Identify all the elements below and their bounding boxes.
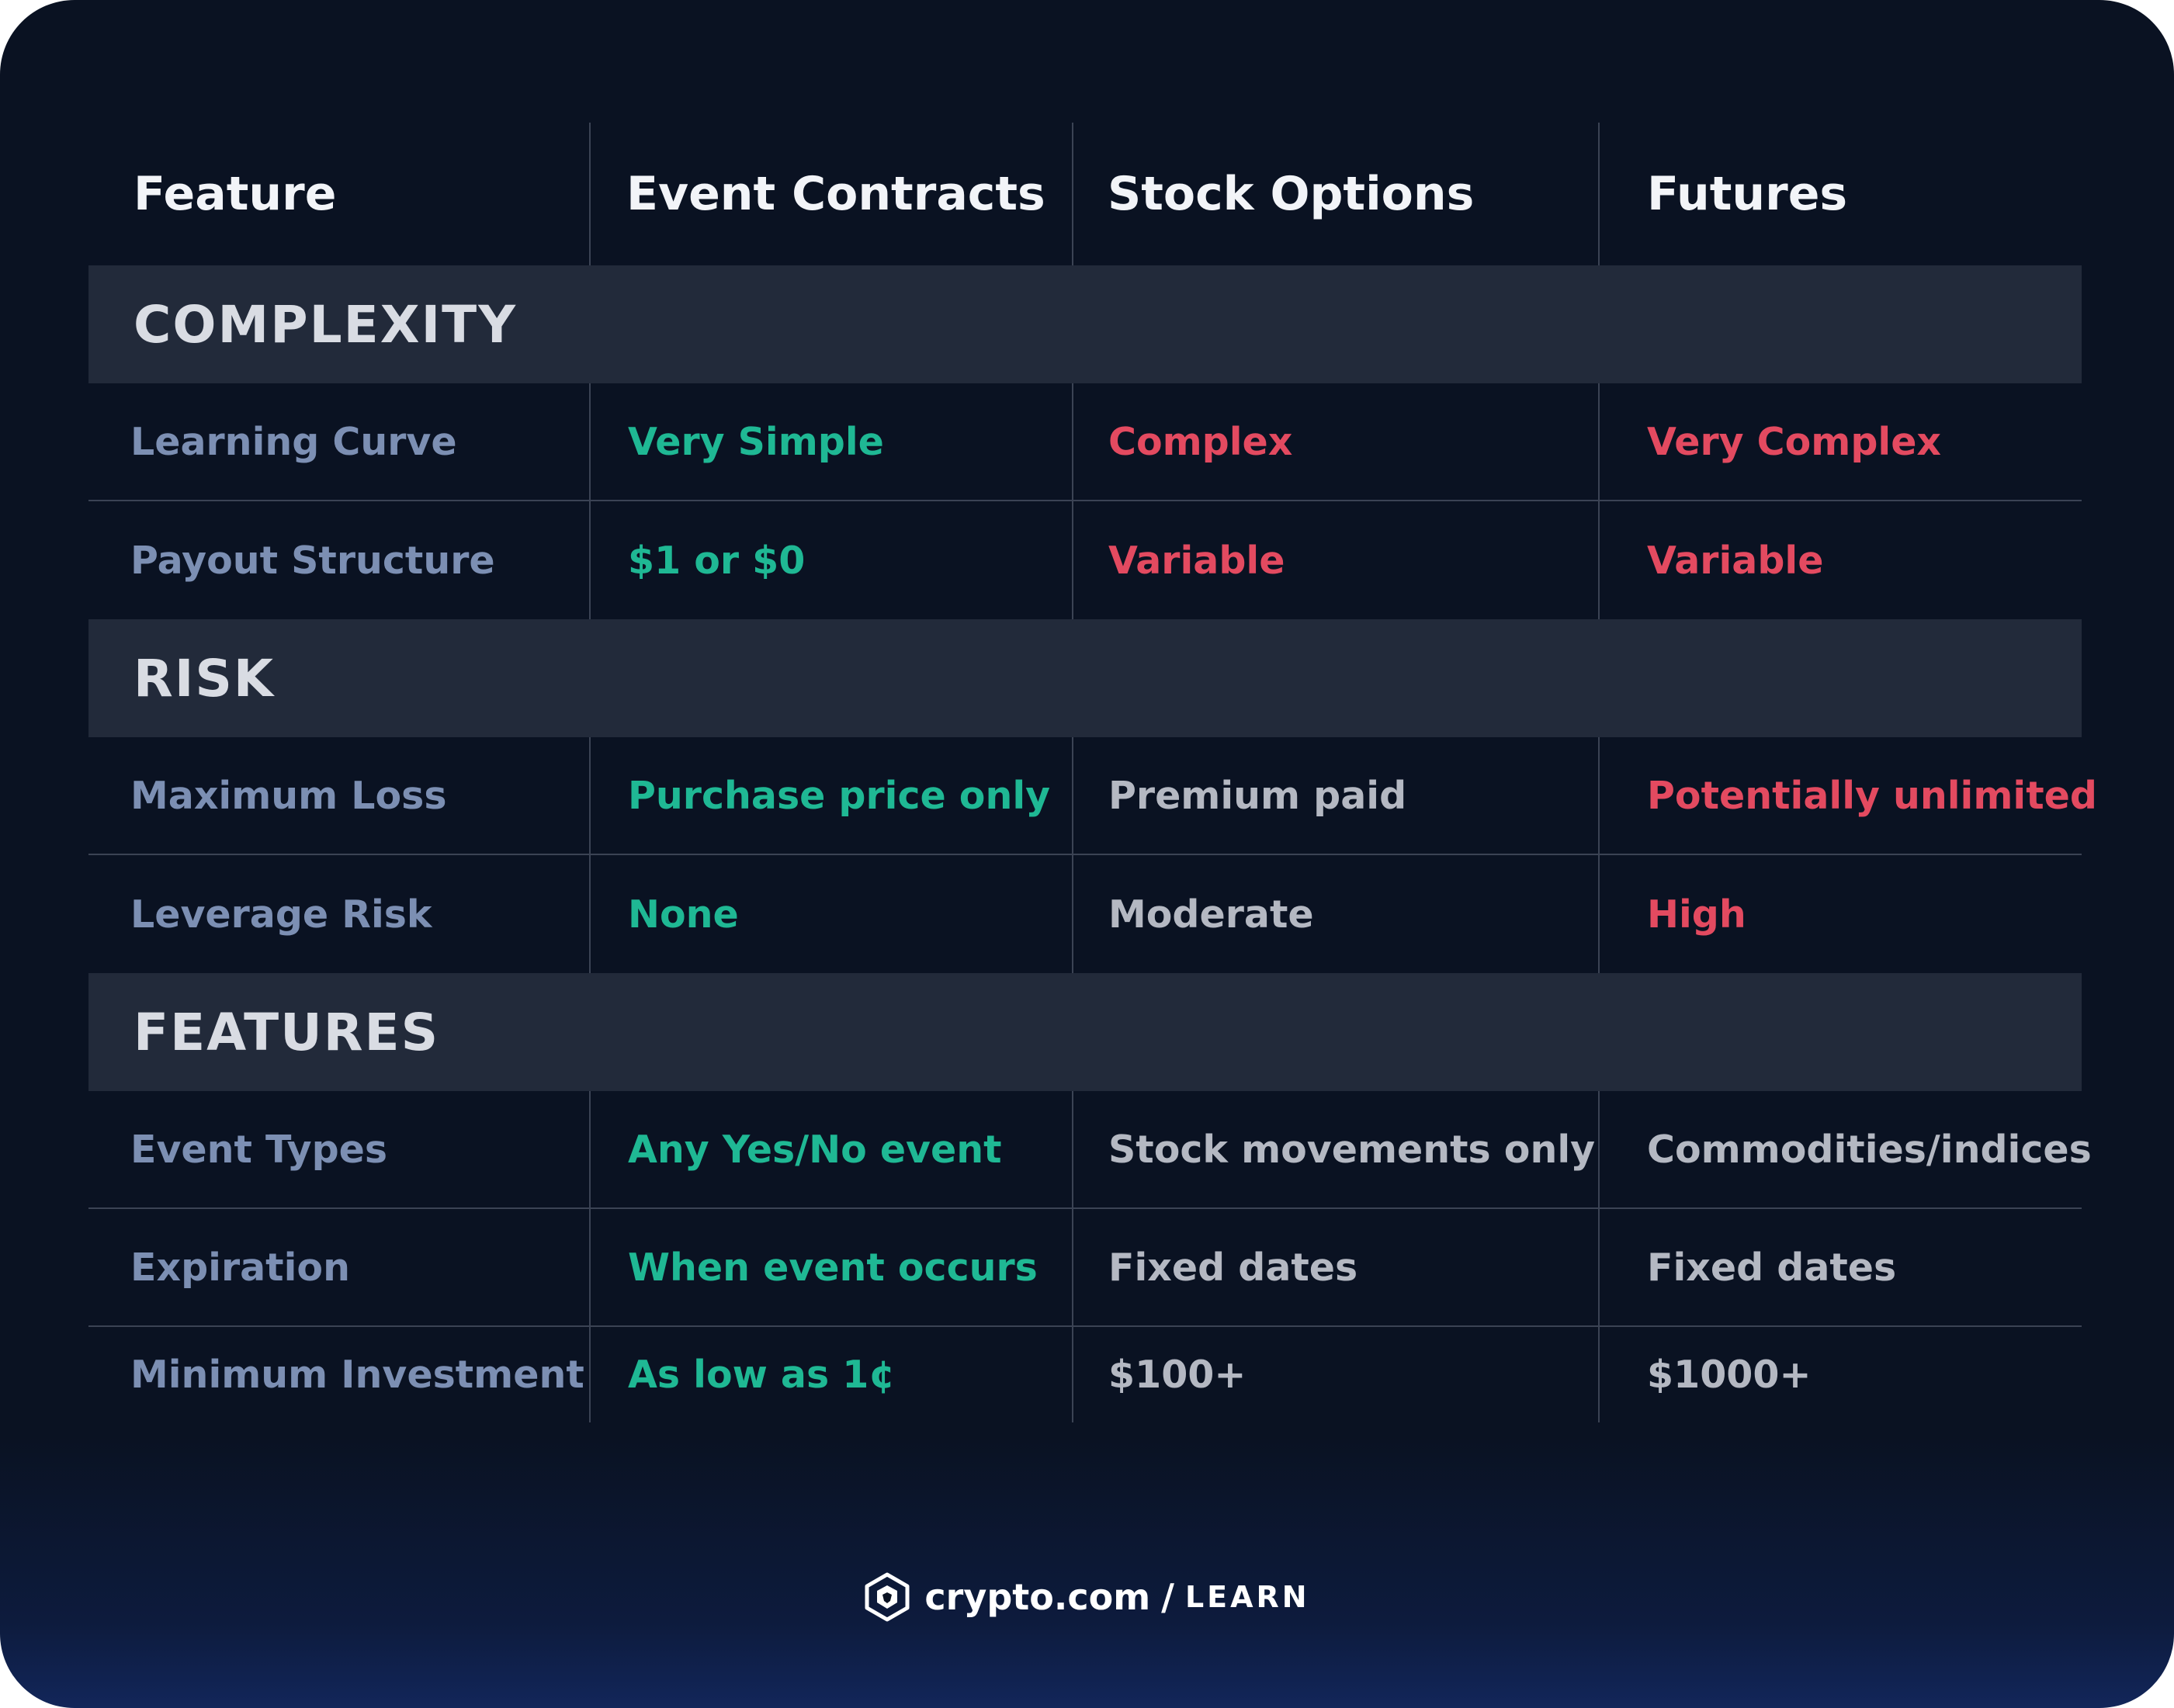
row-futures-value: Variable xyxy=(1647,538,1824,583)
column-divider xyxy=(1072,123,1073,265)
row-futures-value: High xyxy=(1647,892,1746,937)
table-row: Maximum Loss Purchase price only Premium… xyxy=(88,737,2097,855)
row-event-contracts-value: Any Yes/No event xyxy=(628,1127,1002,1172)
row-feature-label: Leverage Risk xyxy=(130,892,432,937)
row-stock-options-value: Premium paid xyxy=(1108,773,1407,818)
row-futures-value: Fixed dates xyxy=(1647,1245,1897,1290)
section-risk: RISK xyxy=(88,619,2082,737)
row-futures-value: Potentially unlimited xyxy=(1647,773,2097,818)
section-title: FEATURES xyxy=(133,1002,440,1062)
table-row: Learning Curve Very Simple Complex Very … xyxy=(88,383,2082,501)
row-feature-label: Expiration xyxy=(130,1245,350,1290)
column-divider xyxy=(589,737,591,973)
row-stock-options-value: Fixed dates xyxy=(1108,1245,1358,1290)
row-futures-value: $1000+ xyxy=(1647,1353,1812,1397)
row-stock-options-value: Variable xyxy=(1108,538,1285,583)
header-feature: Feature xyxy=(133,167,337,221)
row-event-contracts-value: $1 or $0 xyxy=(628,538,806,583)
row-futures-value: Commodities/indices xyxy=(1647,1127,2092,1172)
section-title: COMPLEXITY xyxy=(133,294,517,355)
row-stock-options-value: Stock movements only xyxy=(1108,1127,1596,1172)
table-row: Payout Structure $1 or $0 Variable Varia… xyxy=(88,501,2082,619)
table-row: Event Types Any Yes/No event Stock movem… xyxy=(88,1091,2092,1209)
section-features: FEATURES xyxy=(88,973,2082,1091)
row-feature-label: Minimum Investment xyxy=(130,1353,584,1397)
column-divider xyxy=(1072,737,1073,973)
footer-branding: crypto.com / LEARN xyxy=(0,1569,2174,1625)
column-divider xyxy=(1598,1091,1600,1422)
row-feature-label: Learning Curve xyxy=(130,419,457,464)
header-event-contracts: Event Contracts xyxy=(626,167,1045,221)
table-row: Expiration When event occurs Fixed dates… xyxy=(88,1209,2082,1327)
column-divider xyxy=(1072,383,1073,619)
row-stock-options-value: Complex xyxy=(1108,419,1293,464)
row-event-contracts-value: When event occurs xyxy=(628,1245,1038,1290)
column-divider xyxy=(1598,737,1600,973)
column-divider xyxy=(1598,123,1600,265)
row-event-contracts-value: Very Simple xyxy=(628,419,884,464)
section-complexity: COMPLEXITY xyxy=(88,265,2082,383)
brand-section: LEARN xyxy=(1184,1580,1310,1614)
brand-name: crypto.com xyxy=(924,1576,1151,1618)
row-event-contracts-value: Purchase price only xyxy=(628,773,1051,818)
row-stock-options-value: Moderate xyxy=(1108,892,1314,937)
row-futures-value: Very Complex xyxy=(1647,419,1942,464)
row-feature-label: Maximum Loss xyxy=(130,773,447,818)
column-divider xyxy=(1072,1091,1073,1422)
column-divider xyxy=(589,1091,591,1422)
row-event-contracts-value: As low as 1¢ xyxy=(628,1353,896,1397)
table-row: Leverage Risk None Moderate High xyxy=(88,855,2082,973)
column-divider xyxy=(589,123,591,265)
header-stock-options: Stock Options xyxy=(1108,167,1475,221)
row-feature-label: Payout Structure xyxy=(130,538,495,583)
comparison-table: Feature Event Contracts Stock Options Fu… xyxy=(88,123,2097,1422)
row-event-contracts-value: None xyxy=(628,892,739,937)
brand-separator: / xyxy=(1161,1576,1174,1618)
table-header-row: Feature Event Contracts Stock Options Fu… xyxy=(88,123,2082,265)
crypto-com-lion-shield-icon xyxy=(865,1572,910,1622)
header-futures: Futures xyxy=(1647,167,1848,221)
column-divider xyxy=(1598,383,1600,619)
table-row: Minimum Investment As low as 1¢ $100+ $1… xyxy=(88,1327,2082,1422)
row-stock-options-value: $100+ xyxy=(1108,1353,1246,1397)
section-title: RISK xyxy=(133,648,276,708)
row-feature-label: Event Types xyxy=(130,1127,388,1172)
column-divider xyxy=(589,383,591,619)
